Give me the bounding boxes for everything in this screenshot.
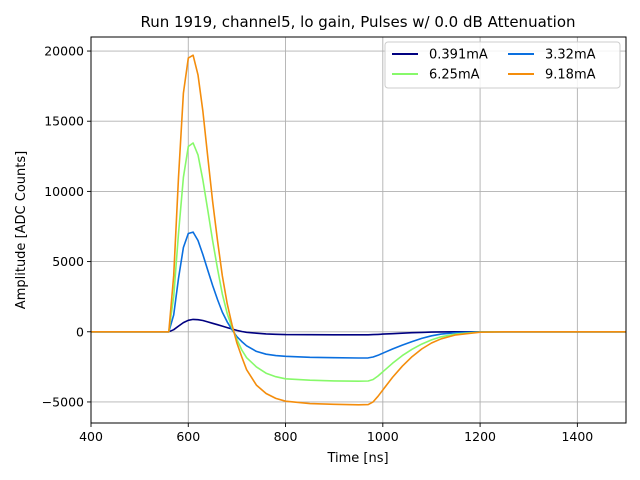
y-axis-label: Amplitude [ADC Counts] — [14, 151, 29, 309]
legend-label: 0.391mA — [429, 48, 488, 63]
x-tick-label: 600 — [176, 429, 200, 444]
y-tick-label: 5000 — [52, 254, 84, 269]
y-axis-ticks: −5000 0 5000 10000 15000 20000 — [42, 44, 91, 409]
y-tick-label: −5000 — [42, 394, 84, 409]
grid — [90, 37, 626, 423]
legend-label: 6.25mA — [429, 68, 480, 83]
y-tick-label: 20000 — [44, 44, 84, 59]
series-line-3-32ma — [91, 231, 626, 359]
x-axis-ticks: 400 600 800 1000 1200 1400 — [79, 423, 593, 444]
x-tick-label: 1000 — [367, 429, 399, 444]
series-layer — [91, 54, 626, 406]
y-tick-label: 15000 — [44, 114, 84, 129]
x-axis-label: Time [ns] — [326, 451, 388, 466]
x-tick-label: 800 — [274, 429, 298, 444]
x-tick-label: 1200 — [464, 429, 496, 444]
legend-frame — [384, 41, 621, 89]
legend: 0.391mA 3.32mA 6.25mA 9.18mA — [384, 41, 621, 89]
series-line-0-391ma — [91, 318, 626, 336]
chart-title: Run 1919, channel5, lo gain, Pulses w/ 0… — [140, 13, 575, 31]
x-tick-label: 1400 — [561, 429, 593, 444]
y-tick-label: 0 — [76, 324, 84, 339]
series-line-6-25ma — [91, 142, 626, 383]
plot-area-frame — [90, 36, 627, 424]
legend-label: 9.18mA — [545, 68, 596, 83]
y-tick-label: 10000 — [44, 184, 84, 199]
legend-label: 3.32mA — [545, 48, 596, 63]
series-line-9-18ma — [91, 54, 626, 406]
x-tick-label: 400 — [79, 429, 103, 444]
